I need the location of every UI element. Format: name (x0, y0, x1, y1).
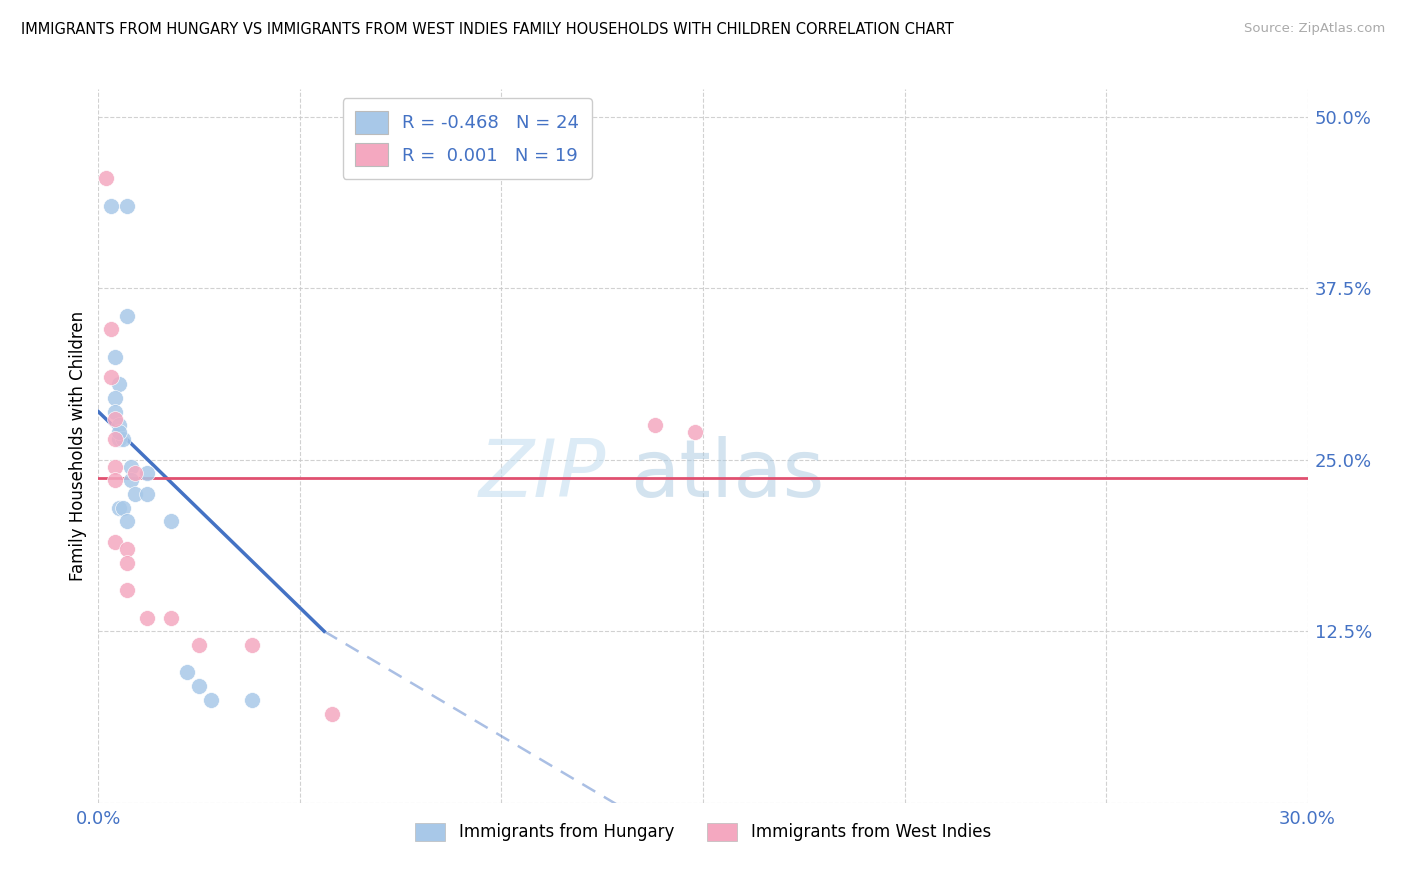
Point (107, 418, 129, 433)
Text: atlas: atlas (630, 435, 825, 514)
Point (240, 693, 263, 707)
Point (115, 541, 138, 556)
Point (103, 411, 125, 425)
Point (100, 322, 122, 336)
Point (107, 425, 129, 440)
Point (135, 467, 157, 481)
Point (115, 583, 138, 598)
Y-axis label: Family Households with Children: Family Households with Children (69, 311, 87, 581)
Point (160, 610, 183, 624)
Point (115, 309, 138, 323)
Point (135, 610, 157, 624)
Point (103, 405, 125, 419)
Point (111, 432, 134, 446)
Point (107, 500, 129, 515)
Point (124, 467, 146, 481)
Point (188, 679, 211, 693)
Point (683, 425, 706, 440)
Point (188, 638, 211, 652)
Point (160, 515, 183, 529)
Point (135, 487, 157, 501)
Point (100, 199, 122, 213)
Point (124, 487, 146, 501)
Point (321, 706, 343, 721)
Point (107, 377, 129, 392)
Text: IMMIGRANTS FROM HUNGARY VS IMMIGRANTS FROM WEST INDIES FAMILY HOUSEHOLDS WITH CH: IMMIGRANTS FROM HUNGARY VS IMMIGRANTS FR… (21, 22, 953, 37)
Point (115, 556, 138, 570)
Point (103, 391, 125, 405)
Point (176, 665, 198, 680)
Point (103, 473, 125, 487)
Legend: Immigrants from Hungary, Immigrants from West Indies: Immigrants from Hungary, Immigrants from… (409, 816, 997, 848)
Point (107, 432, 129, 446)
Point (103, 432, 125, 446)
Point (103, 350, 125, 364)
Point (240, 638, 263, 652)
Point (96, 171, 118, 186)
Point (115, 515, 138, 529)
Point (120, 473, 142, 487)
Point (115, 199, 138, 213)
Point (103, 535, 125, 549)
Text: Source: ZipAtlas.com: Source: ZipAtlas.com (1244, 22, 1385, 36)
Point (120, 459, 142, 474)
Point (644, 418, 666, 433)
Text: ZIP: ZIP (479, 435, 606, 514)
Point (100, 370, 122, 384)
Point (200, 693, 222, 707)
Point (103, 459, 125, 474)
Point (111, 500, 134, 515)
